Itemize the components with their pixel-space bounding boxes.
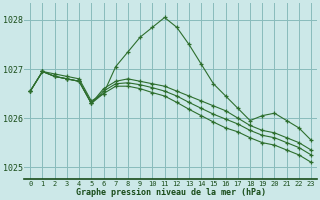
X-axis label: Graphe pression niveau de la mer (hPa): Graphe pression niveau de la mer (hPa) [76,188,266,197]
